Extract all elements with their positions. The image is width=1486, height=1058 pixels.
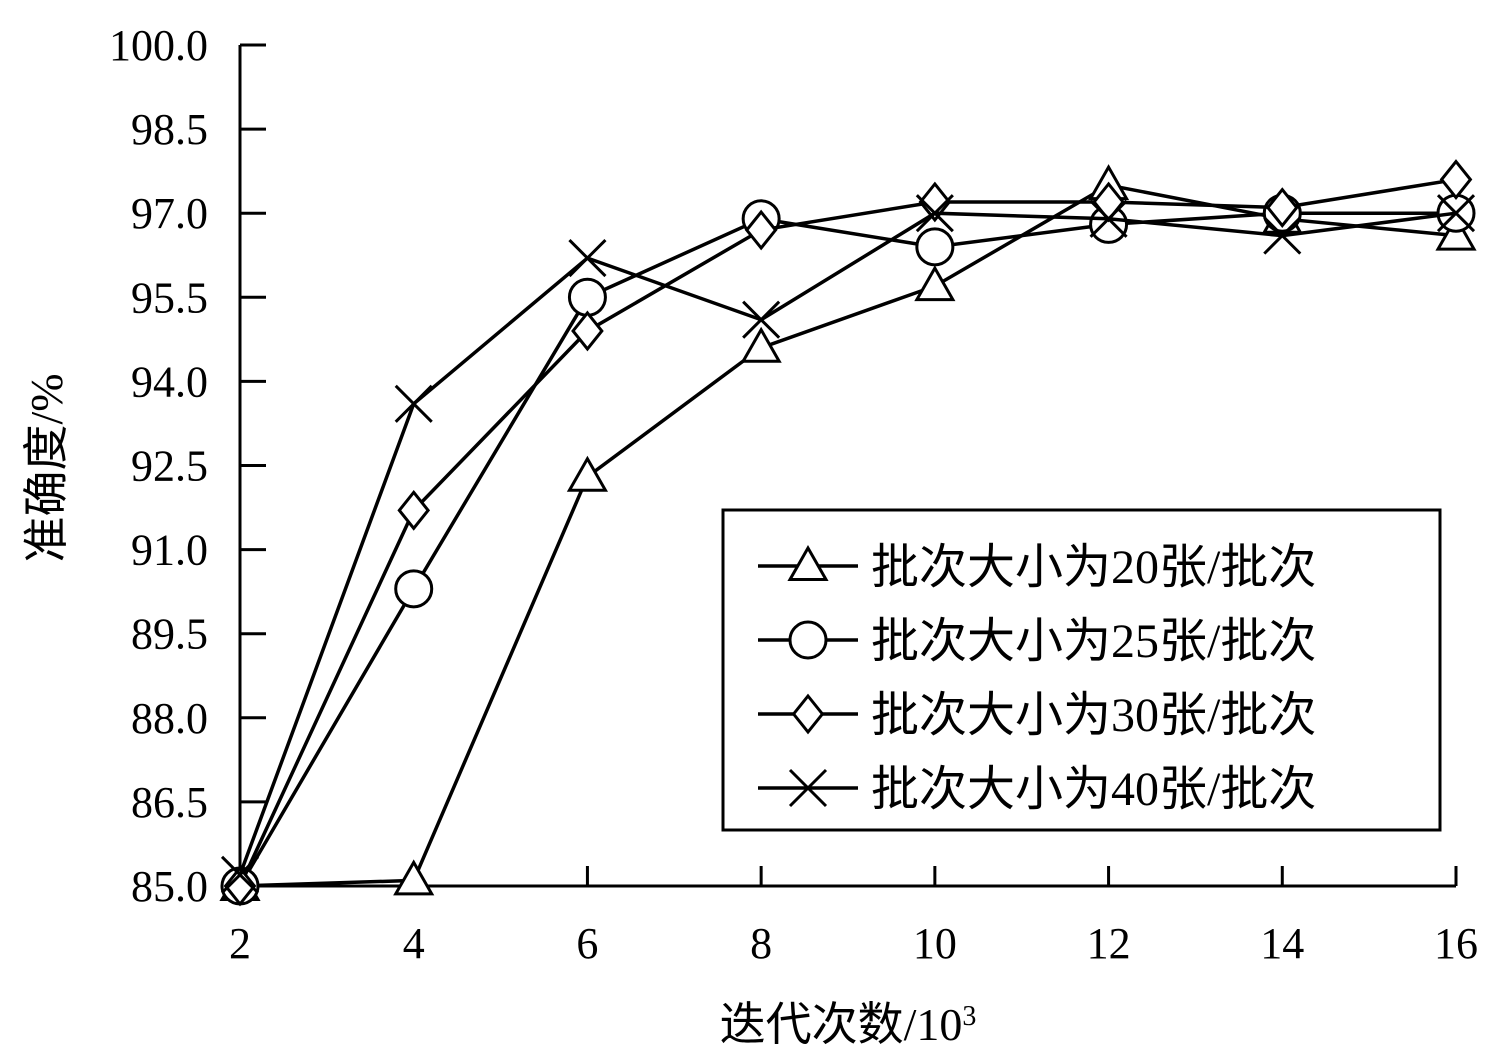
series-4-point-5-stroke-b [915,194,954,233]
legend-label-3: 批次大小为30张/批次 [871,689,1316,742]
series-3-point-2 [397,489,431,531]
axes: 85.0 86.5 88.0 89.5 91.0 92.5 94.0 95.5 97.0 98.5… [109,21,1478,968]
x-tick-label: 4 [403,919,425,968]
series-line-2 [238,211,1456,887]
series-4-point-6-stroke-b [1089,199,1128,238]
y-tick-label: 88.0 [131,694,208,743]
series-1-point-2 [393,859,435,896]
series-4-point-2-stroke-b [394,384,433,423]
series-4-point-4 [742,300,781,339]
y-tick-label: 89.5 [131,610,208,659]
legend-marker-1 [787,544,829,581]
legend-item-2: 批次大小为25张/批次 [758,615,1316,668]
series-1-point-8 [1435,214,1477,251]
legend-marker-3 [791,693,825,735]
series-3-point-4 [744,209,778,251]
series-2-point-3 [567,277,607,317]
series-line-3 [238,177,1457,887]
x-tick-label: 16 [1434,919,1478,968]
x-tick-label: 6 [576,919,598,968]
legend-marker-4-stroke-b [788,768,828,808]
series-4 [220,194,1476,894]
series-4-point-1-stroke-b [220,855,260,894]
legend: 批次大小为20张/批次批次大小为25张/批次批次大小为30张/批次批次大小为40… [721,508,1442,832]
series-4-point-3 [568,238,607,278]
series-3-point-1 [223,865,257,907]
x-axis-title-superscript: 3 [962,1001,976,1032]
legend-label-1: 批次大小为20张/批次 [871,541,1316,594]
series-3 [223,159,1473,907]
series-4-point-7-stroke-b [1263,216,1302,255]
series-1-point-4 [740,326,782,363]
series-4-point-6 [1089,199,1128,238]
series-4-point-4-stroke-b [742,300,781,339]
series-1-point-5 [914,265,956,302]
legend-box [721,508,1442,832]
y-tick-label: 95.5 [131,273,208,322]
plot-area [219,159,1477,907]
y-tick-label: 91.0 [131,526,208,575]
series-3-point-7 [1265,187,1299,228]
series-4-point-8-stroke-b [1436,194,1476,233]
series-1-point-3 [566,455,609,492]
x-tick-label: 14 [1260,919,1304,968]
series-2-point-5 [915,227,955,267]
series-4-point-8 [1436,194,1476,233]
legend-item-3: 批次大小为30张/批次 [758,689,1316,742]
legend-label-2: 批次大小为25张/批次 [871,615,1316,668]
x-tick-label: 12 [1087,919,1131,968]
y-tick-label: 98.5 [131,105,208,154]
y-tick-label: 86.5 [131,778,208,827]
y-tick-label: 97.0 [131,189,208,238]
legend-marker-4 [788,768,828,808]
y-axis-title: 准确度/% [21,373,72,562]
series-line-1 [239,183,1457,888]
x-axis-title-main: 迭代次数/10 [720,999,963,1050]
y-tick-label: 100.0 [109,21,208,70]
x-tick-label: 2 [229,919,251,968]
series-4-point-3-stroke-b [568,238,607,278]
x-axis-title: 迭代次数/103 [720,999,977,1050]
x-tick-label: 8 [750,919,772,968]
series-4-point-2 [394,384,433,423]
legend-label-4: 批次大小为40张/批次 [871,763,1316,816]
series-3-point-8 [1439,159,1473,200]
legend-marker-2 [788,620,828,660]
y-tick-label: 94.0 [131,357,208,406]
legend-item-1: 批次大小为20张/批次 [758,541,1316,594]
series-4-point-7 [1263,216,1302,255]
series-4-point-1 [220,855,260,894]
series-3-point-3 [571,310,604,352]
series-4-point-5 [915,194,954,233]
series-2-point-2 [394,569,434,609]
legend-item-4: 批次大小为40张/批次 [758,763,1316,816]
series-line-4 [238,211,1457,876]
series-3-point-5 [918,181,952,223]
x-tick-label: 10 [913,919,957,968]
y-tick-label: 92.5 [131,442,208,491]
y-tick-label: 85.0 [131,862,208,911]
